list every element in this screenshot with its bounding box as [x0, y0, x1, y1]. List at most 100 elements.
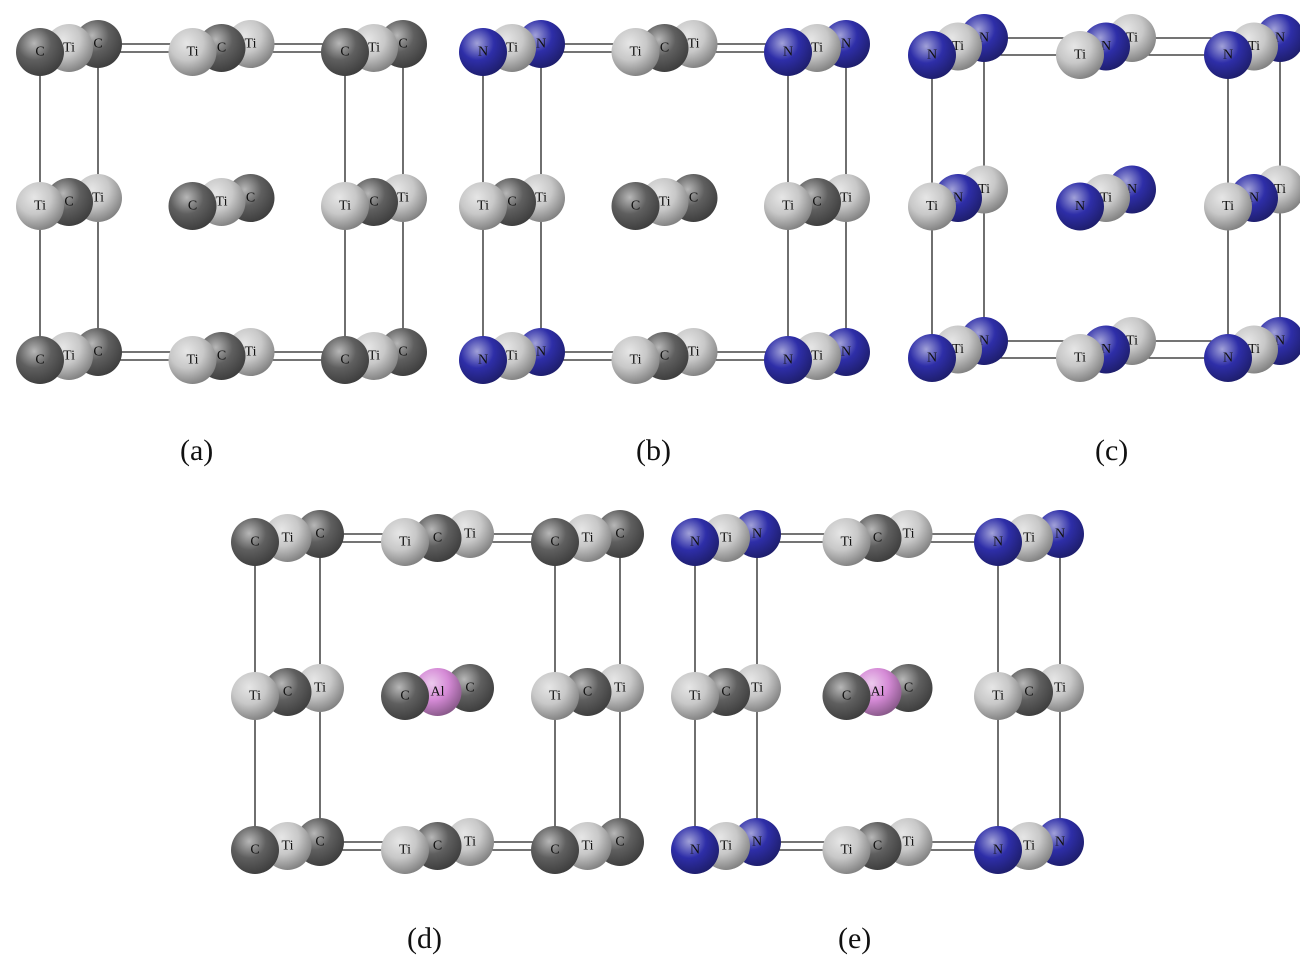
atom-ti: Ti — [168, 28, 217, 76]
atom-label: C — [433, 839, 442, 854]
atom-label: N — [783, 45, 793, 60]
atom-sphere — [381, 826, 429, 874]
atom-label: Ti — [751, 681, 763, 696]
atom-ti: Ti — [381, 518, 429, 566]
atom-label: Ti — [506, 349, 518, 364]
atom-label: Ti — [659, 195, 671, 210]
atom-ti: Ti — [764, 182, 812, 230]
atom-label: N — [953, 191, 963, 206]
atom-c: C — [16, 336, 64, 384]
atom-label: Ti — [720, 839, 732, 854]
atom-label: Ti — [688, 37, 700, 52]
atom-n: N — [1204, 334, 1252, 382]
atom-label: C — [507, 195, 516, 210]
atom-label: N — [536, 37, 546, 52]
atom-sphere — [231, 826, 279, 874]
panel-a: C Ti C Ti C Ti C Ti C Ti C Ti C Ti C Ti C Ti C Ti C Ti C Ti C Ti C — [16, 20, 427, 384]
atom-sphere — [611, 28, 660, 76]
atom-sphere — [168, 182, 217, 230]
atom-label: C — [660, 349, 669, 364]
atom-n: N — [974, 518, 1022, 566]
atom-label: Ti — [582, 531, 594, 546]
atom-sphere — [822, 826, 871, 874]
atom-label: Ti — [1023, 531, 1035, 546]
atom-label: C — [400, 689, 409, 704]
atom-ti: Ti — [231, 672, 279, 720]
atom-label: Ti — [63, 41, 75, 56]
atom-sphere — [16, 182, 64, 230]
atom-label: Ti — [782, 199, 794, 214]
atom-label: Ti — [992, 689, 1004, 704]
atom-label: Ti — [187, 353, 199, 368]
atom-sphere — [671, 518, 719, 566]
atom-label: Ti — [245, 37, 257, 52]
atom-label: Ti — [841, 535, 853, 550]
atom-sphere — [321, 336, 369, 384]
atom-sphere — [16, 28, 64, 76]
atom-sphere — [1056, 334, 1104, 382]
atom-label: N — [993, 843, 1003, 858]
atom-label: C — [217, 349, 226, 364]
atom-sphere — [1204, 334, 1252, 382]
atom-label: N — [783, 353, 793, 368]
atom-ti: Ti — [16, 182, 64, 230]
atom-sphere — [611, 336, 660, 384]
atom-label: Ti — [397, 191, 409, 206]
atom-ti: Ti — [611, 336, 660, 384]
atom-label: N — [993, 535, 1003, 550]
atom-sphere — [168, 28, 217, 76]
atom-label: C — [842, 689, 851, 704]
atom-label: N — [1223, 48, 1233, 63]
caption-e: (e) — [838, 922, 871, 955]
atom-sphere — [974, 672, 1022, 720]
atom-label: N — [1055, 527, 1065, 542]
atom-sphere — [908, 182, 956, 231]
atom-ti: Ti — [1204, 182, 1252, 231]
atom-label: N — [1101, 39, 1111, 54]
atom-n: N — [764, 28, 812, 76]
atom-label: C — [398, 37, 407, 52]
atom-label: C — [283, 685, 292, 700]
atom-label: N — [1223, 351, 1233, 366]
atom-c: C — [321, 28, 369, 76]
atom-n: N — [671, 826, 719, 874]
atom-label: C — [340, 45, 349, 60]
atom-sphere — [1204, 182, 1252, 231]
caption-d: (d) — [407, 922, 442, 955]
atom-label: Ti — [630, 353, 642, 368]
atom-label: Ti — [34, 199, 46, 214]
caption-a: (a) — [180, 434, 213, 467]
atom-label: C — [812, 195, 821, 210]
atom-c: C — [611, 182, 660, 230]
atom-label: N — [478, 353, 488, 368]
atom-label: C — [433, 531, 442, 546]
atom-label: Al — [871, 685, 885, 700]
atom-label: C — [465, 681, 474, 696]
atom-sphere — [231, 518, 279, 566]
atom-label: C — [93, 345, 102, 360]
atom-label: Al — [431, 685, 445, 700]
atom-label: Ti — [535, 191, 547, 206]
atom-label: C — [615, 527, 624, 542]
atom-sphere — [168, 336, 217, 384]
atom-ti: Ti — [822, 826, 871, 874]
atom-sphere — [459, 336, 507, 384]
atom-label: C — [721, 685, 730, 700]
atom-label: C — [904, 681, 913, 696]
atom-label: C — [398, 345, 407, 360]
atom-label: N — [1101, 342, 1111, 357]
atom-sphere — [671, 672, 719, 720]
atom-c: C — [381, 672, 429, 720]
atom-label: Ti — [339, 199, 351, 214]
atom-sphere — [321, 28, 369, 76]
atom-label: C — [550, 843, 559, 858]
atom-label: Ti — [399, 535, 411, 550]
atom-n: N — [1204, 31, 1252, 79]
atom-label: Ti — [1054, 681, 1066, 696]
atom-label: Ti — [688, 345, 700, 360]
atom-label: Ti — [216, 195, 228, 210]
atom-label: N — [979, 334, 989, 349]
atom-c: C — [168, 182, 217, 230]
